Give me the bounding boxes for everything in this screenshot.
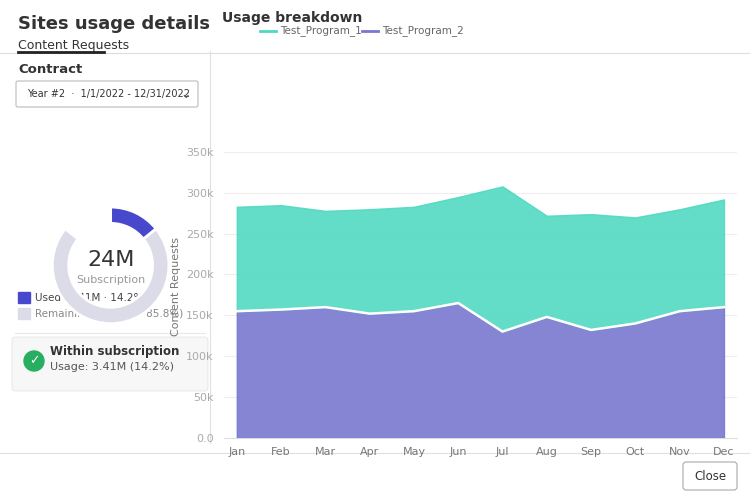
Text: ✓: ✓ [28,355,39,368]
Text: Close: Close [694,469,726,482]
Text: Year #2  ·  1/1/2022 - 12/31/2022: Year #2 · 1/1/2022 - 12/31/2022 [27,89,190,99]
Bar [18,308,30,319]
Wedge shape [111,207,156,239]
Y-axis label: Content Requests: Content Requests [170,237,181,336]
Text: ⌄: ⌄ [181,88,191,101]
Wedge shape [53,229,169,323]
Bar [18,292,30,303]
Circle shape [24,351,44,371]
Text: Usage: 3.41M (14.2%): Usage: 3.41M (14.2%) [50,362,174,372]
Text: View contract year: View contract year [18,81,116,91]
Text: Test_Program_2: Test_Program_2 [382,26,464,36]
Text: Subscription: Subscription [76,275,146,285]
Text: Sites usage details: Sites usage details [18,15,210,33]
Text: Contract: Contract [18,63,82,76]
Text: Remaining (20.59M · 85.8%): Remaining (20.59M · 85.8%) [35,309,183,319]
Text: Used (3.41M · 14.2%): Used (3.41M · 14.2%) [35,293,147,303]
Text: Content Requests: Content Requests [18,39,129,52]
Text: Within subscription: Within subscription [50,345,179,358]
Text: 24M: 24M [87,249,134,270]
Text: Usage breakdown: Usage breakdown [222,11,362,25]
FancyBboxPatch shape [683,462,737,490]
FancyBboxPatch shape [16,81,198,107]
FancyBboxPatch shape [12,337,208,391]
Text: Test_Program_1: Test_Program_1 [280,26,362,36]
